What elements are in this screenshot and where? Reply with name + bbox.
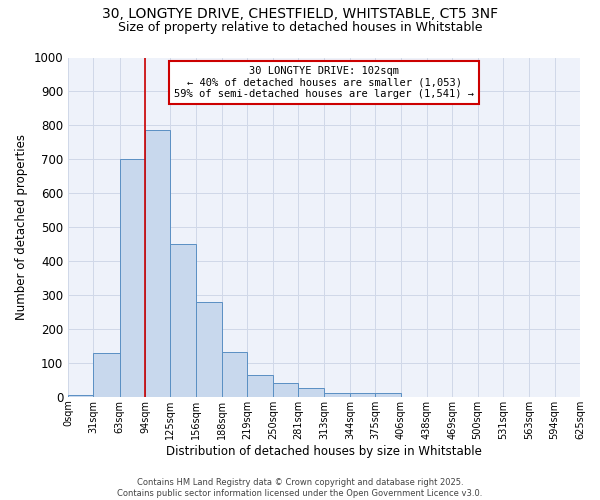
- Bar: [247, 374, 273, 397]
- Bar: [222, 352, 247, 397]
- X-axis label: Distribution of detached houses by size in Whitstable: Distribution of detached houses by size …: [166, 444, 482, 458]
- Bar: [325, 394, 350, 397]
- Bar: [145, 130, 170, 397]
- Bar: [375, 394, 401, 397]
- Bar: [68, 395, 94, 397]
- Bar: [350, 394, 375, 397]
- Bar: [170, 244, 196, 397]
- Bar: [119, 160, 145, 397]
- Text: Contains HM Land Registry data © Crown copyright and database right 2025.
Contai: Contains HM Land Registry data © Crown c…: [118, 478, 482, 498]
- Bar: [94, 352, 119, 397]
- Bar: [273, 383, 298, 397]
- Text: Size of property relative to detached houses in Whitstable: Size of property relative to detached ho…: [118, 21, 482, 34]
- Text: 30 LONGTYE DRIVE: 102sqm
← 40% of detached houses are smaller (1,053)
59% of sem: 30 LONGTYE DRIVE: 102sqm ← 40% of detach…: [174, 66, 474, 99]
- Y-axis label: Number of detached properties: Number of detached properties: [15, 134, 28, 320]
- Text: 30, LONGTYE DRIVE, CHESTFIELD, WHITSTABLE, CT5 3NF: 30, LONGTYE DRIVE, CHESTFIELD, WHITSTABL…: [102, 8, 498, 22]
- Bar: [196, 302, 222, 397]
- Bar: [298, 388, 325, 397]
